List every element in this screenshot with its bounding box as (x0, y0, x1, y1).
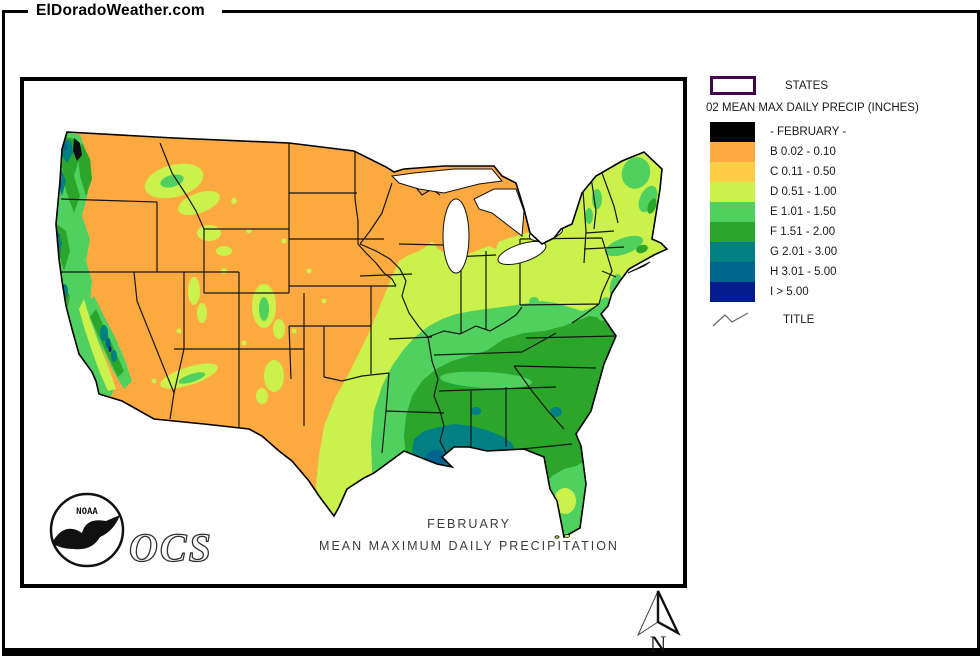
legend-swatch (710, 242, 755, 262)
states-symbol (710, 76, 756, 95)
page-border-top-right (222, 10, 978, 13)
legend-row: G 2.01 - 3.00 (710, 242, 846, 262)
florida-keys (554, 535, 560, 539)
legend-swatch (710, 202, 755, 222)
map-title-line2: MEAN MAXIMUM DAILY PRECIPITATION (319, 539, 619, 553)
map-title-line1: FEBRUARY (427, 517, 511, 531)
legend-label: G 2.01 - 3.00 (770, 246, 838, 258)
site-title: ElDoradoWeather.com (32, 2, 209, 20)
ocs-logo: OCS (129, 525, 213, 570)
legend-label: H 3.01 - 5.00 (770, 266, 837, 278)
legend-label: D 0.51 - 1.00 (770, 186, 837, 198)
legend-label: - FEBRUARY - (770, 126, 847, 138)
legend-heading: 02 MEAN MAX DAILY PRECIP (INCHES) (706, 102, 919, 114)
title-line-icon (712, 312, 749, 327)
title-symbol-label: TITLE (783, 314, 815, 326)
noaa-bird-icon (52, 515, 120, 550)
noaa-label: NOAA (76, 507, 98, 517)
legend-label: B 0.02 - 0.10 (770, 146, 836, 158)
legend-items: - FEBRUARY - B 0.02 - 0.10 C 0.11 - 0.50… (710, 122, 846, 302)
map-frame: NOAA OCS FEBRUARY MEAN MAXIMUM DAILY PRE… (20, 77, 687, 588)
legend-row: E 1.01 - 1.50 (710, 202, 846, 222)
us-precipitation-map: NOAA OCS FEBRUARY MEAN MAXIMUM DAILY PRE… (49, 131, 669, 571)
legend-row: H 3.01 - 5.00 (710, 262, 846, 282)
florida-keys (564, 534, 570, 538)
legend-label: F 1.51 - 2.00 (770, 226, 836, 238)
legend-swatch (710, 262, 755, 282)
legend-swatch (710, 122, 755, 142)
legend-label: C 0.11 - 0.50 (770, 166, 836, 178)
legend-row: F 1.51 - 2.00 (710, 222, 846, 242)
long-island (627, 261, 651, 274)
page-border-bottom (2, 648, 980, 656)
legend-swatch (710, 282, 755, 302)
compass-label: N (650, 632, 667, 656)
states-label: STATES (785, 79, 829, 92)
legend-row: C 0.11 - 0.50 (710, 162, 846, 182)
north-arrow-icon (636, 590, 659, 637)
noaa-logo: NOAA (49, 492, 125, 568)
legend-title-row: TITLE (710, 310, 814, 330)
legend-swatch (710, 142, 755, 162)
north-compass: N (636, 590, 681, 656)
legend-row: D 0.51 - 1.00 (710, 182, 846, 202)
legend-swatch (710, 162, 755, 182)
page-border-top-left (2, 10, 28, 13)
legend-row: - FEBRUARY - (710, 122, 846, 142)
map-color-zones (56, 132, 667, 537)
legend-label: E 1.01 - 1.50 (770, 206, 836, 218)
legend-row: B 0.02 - 0.10 (710, 142, 846, 162)
page-border-right (977, 10, 980, 656)
page-border-left (2, 10, 5, 656)
legend-states-row: STATES (710, 76, 828, 95)
legend-swatch (710, 182, 755, 202)
legend-swatch (710, 222, 755, 242)
north-arrow-icon (656, 590, 681, 636)
us-outline (55, 131, 669, 539)
legend-label: I > 5.00 (770, 286, 809, 298)
legend-row: I > 5.00 (710, 282, 846, 302)
